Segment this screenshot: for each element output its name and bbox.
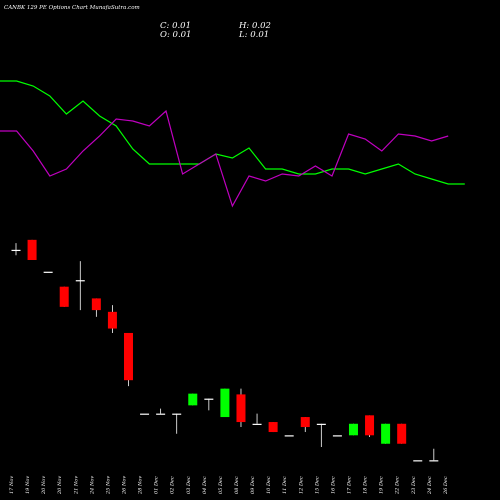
- x-tick-label: 09 Dec: [250, 476, 256, 494]
- candle-body: [268, 422, 278, 433]
- candle-body: [220, 388, 230, 418]
- indicator-line-1: [0, 80, 465, 185]
- candle-body: [59, 286, 69, 307]
- candle: [252, 413, 262, 425]
- candle-body: [316, 423, 326, 425]
- x-tick-label: 17 Dec: [346, 476, 352, 494]
- x-tick-label: 12 Dec: [298, 476, 304, 494]
- x-tick-label: 26 Dec: [443, 476, 449, 495]
- candle: [236, 388, 246, 428]
- candle-body: [123, 332, 133, 381]
- high-value: H: 0.02: [239, 21, 271, 31]
- candles: [11, 239, 439, 462]
- candle: [268, 422, 278, 433]
- candle: [59, 286, 69, 307]
- x-tick-label: 15 Dec: [314, 476, 320, 494]
- candle: [140, 413, 150, 415]
- indicator-lines: [0, 80, 465, 208]
- candle-body: [284, 435, 294, 437]
- candle: [204, 398, 214, 411]
- candle-body: [11, 249, 21, 252]
- x-tick-label: 08 Dec: [234, 476, 240, 494]
- x-tick-label: 02 Dec: [170, 476, 176, 494]
- candle-body: [91, 298, 101, 311]
- candle: [188, 393, 198, 406]
- candle: [11, 243, 21, 256]
- candle-body: [204, 398, 214, 400]
- open-value: O: 0.01: [160, 30, 192, 40]
- candle-body: [300, 417, 310, 428]
- candle-body: [156, 413, 166, 415]
- candle: [107, 305, 117, 333]
- x-tick-label: 19 Dec: [379, 476, 385, 494]
- candle: [284, 435, 294, 437]
- x-tick-label: 24 Dec: [427, 476, 433, 495]
- candle: [91, 298, 101, 317]
- candle: [381, 423, 391, 444]
- x-tick-label: 25 Nov: [105, 476, 111, 495]
- x-tick-label: 19 Nov: [25, 476, 31, 494]
- x-tick-label: 10 Dec: [266, 476, 272, 494]
- candle-body: [107, 311, 117, 329]
- candle: [156, 408, 166, 415]
- candle-body: [381, 423, 391, 444]
- x-tick-label: 20 Nov: [57, 476, 63, 495]
- x-tick-label: 01 Dec: [154, 476, 160, 494]
- x-tick-label: 11 Dec: [282, 476, 288, 494]
- candle-body: [252, 423, 262, 425]
- candle-body: [236, 394, 246, 423]
- candle-body: [172, 413, 182, 415]
- x-tick-label: 03 Dec: [186, 476, 192, 494]
- x-tick-label: 16 Dec: [330, 476, 336, 494]
- candle-body: [27, 239, 37, 260]
- x-tick-label: 24 Nov: [89, 476, 95, 495]
- candle-body: [365, 415, 375, 436]
- candle-body: [332, 435, 342, 437]
- candle: [123, 332, 133, 387]
- candle: [365, 415, 375, 438]
- x-tick-label: 21 Nov: [73, 476, 79, 495]
- candle-body: [397, 423, 407, 444]
- indicator-line-2: [0, 109, 449, 208]
- x-tick-label: 05 Dec: [218, 476, 224, 494]
- x-tick-label: 18 Dec: [363, 476, 369, 494]
- candle: [172, 413, 182, 434]
- candle-body: [188, 393, 198, 406]
- low-value: L: 0.01: [239, 30, 270, 40]
- candle-body: [413, 460, 423, 462]
- candle: [348, 423, 358, 436]
- candle: [397, 423, 407, 444]
- candle-body: [348, 423, 358, 436]
- candle: [27, 239, 37, 260]
- close-value: C: 0.01: [160, 21, 191, 31]
- candle-body: [75, 280, 85, 282]
- x-tick-label: 04 Dec: [202, 476, 208, 494]
- candle: [413, 460, 423, 462]
- candle: [75, 261, 85, 311]
- candle-body: [140, 413, 150, 415]
- x-axis-tick-labels: 17 Nov 19 Nov 20 Nov 20 Nov 21 Nov 24 Nov 25 N…: [9, 476, 449, 495]
- candle: [429, 448, 439, 462]
- x-tick-label: 17 Nov: [9, 476, 15, 494]
- candle: [300, 417, 310, 433]
- candle-body: [43, 271, 53, 273]
- chart-title: CANBK 129 PE Options Chart MunafaSutra.c…: [4, 5, 140, 11]
- x-tick-label: 20 Nov: [41, 476, 47, 495]
- x-tick-label: 28 Nov: [138, 476, 144, 495]
- candle: [332, 435, 342, 437]
- x-tick-label: 26 Nov: [121, 476, 127, 495]
- x-tick-label: 23 Dec: [411, 476, 417, 495]
- x-tick-label: 22 Dec: [395, 476, 401, 495]
- candle-body: [429, 460, 439, 462]
- candle: [220, 388, 230, 418]
- candle: [316, 423, 326, 448]
- candle: [43, 271, 53, 273]
